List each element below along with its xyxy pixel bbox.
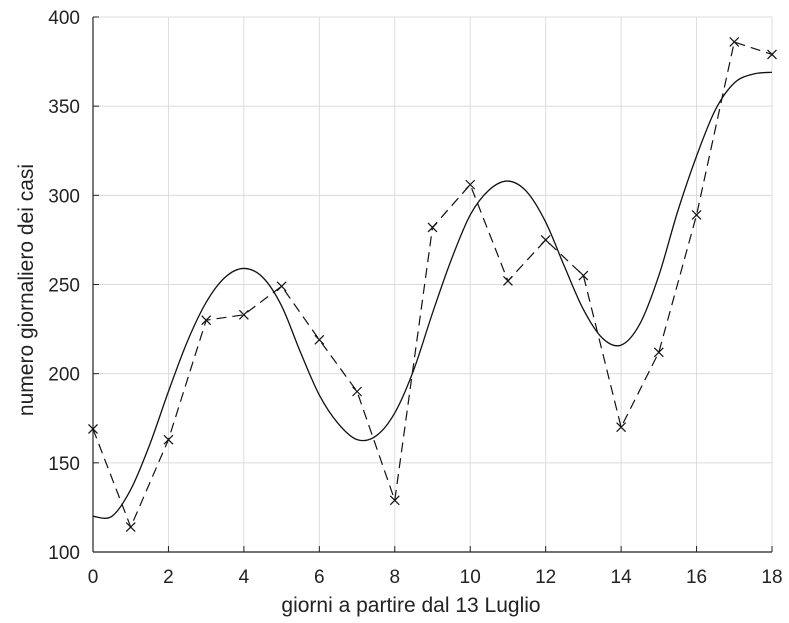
y-tick-label: 100 (48, 543, 80, 564)
y-tick-label: 300 (48, 186, 80, 207)
data-point-marker (465, 179, 476, 190)
data-point-marker (503, 276, 513, 286)
data-point-marker (352, 386, 362, 397)
axes (92, 16, 773, 553)
data-point-marker (389, 495, 400, 506)
series (88, 37, 777, 532)
data-point-marker (729, 37, 740, 47)
x-tick-label: 4 (239, 567, 250, 588)
grid (92, 16, 773, 553)
x-tick-label: 16 (686, 567, 707, 588)
data-point-marker (427, 222, 438, 233)
x-tick-label: 2 (163, 567, 174, 588)
x-tick-label: 12 (535, 567, 556, 588)
data-point-marker (578, 270, 589, 281)
x-tick-label: 8 (389, 567, 400, 588)
data-point-marker (238, 309, 249, 320)
x-tick-label: 0 (88, 567, 99, 588)
data-point-marker (540, 234, 551, 245)
fit-curve-line (92, 71, 773, 519)
x-tick-label: 6 (314, 567, 325, 588)
y-axis-label: numero giornaliero dei casi (15, 164, 38, 416)
data-point-marker (125, 522, 136, 532)
data-point-marker (201, 315, 212, 326)
data-point-marker (163, 434, 174, 445)
data-point-marker (314, 334, 325, 345)
x-axis-label: giorni a partire dal 13 Luglio (281, 594, 540, 617)
y-tick-label: 400 (48, 8, 80, 29)
data-point-marker (276, 281, 287, 292)
data-point-marker (616, 422, 627, 433)
x-tick-label: 18 (761, 567, 782, 588)
tick-labels: 0 2 4 6 8 10 12 14 16 18 100 150 200 250 300 350 400 (48, 8, 782, 588)
data-point-marker (767, 49, 777, 60)
data-point-marker (691, 210, 702, 220)
y-tick-label: 350 (48, 97, 80, 118)
y-tick-label: 200 (48, 365, 80, 386)
x-tick-label: 14 (611, 567, 633, 588)
y-tick-label: 250 (48, 276, 80, 297)
data-point-marker (653, 347, 664, 358)
y-tick-label: 150 (48, 454, 80, 475)
data-point-marker (88, 424, 98, 434)
x-tick-label: 10 (460, 567, 481, 588)
